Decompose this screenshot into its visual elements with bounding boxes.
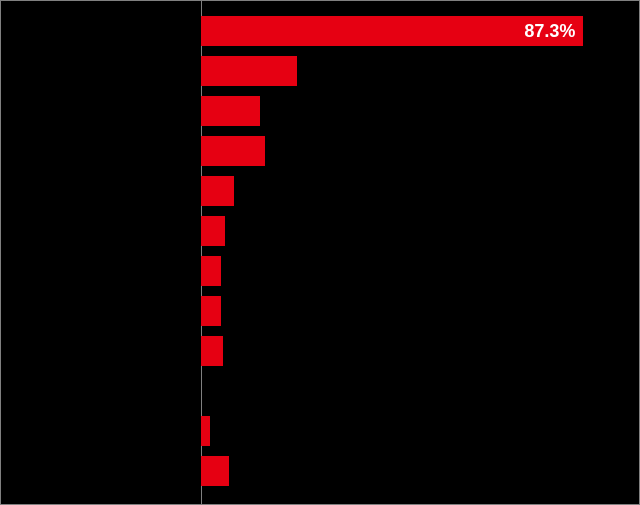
bar-cell — [201, 216, 639, 246]
bar-cell — [201, 136, 639, 166]
chart-row — [1, 136, 639, 166]
chart-row — [1, 456, 639, 486]
bar-cell — [201, 456, 639, 486]
bar-value-label: 87.3% — [524, 21, 583, 42]
chart-row — [1, 416, 639, 446]
chart-row — [1, 376, 639, 406]
chart-rows: 87.3% — [1, 16, 639, 486]
bar-cell — [201, 336, 639, 366]
bar: 87.3% — [201, 16, 583, 46]
chart-row — [1, 256, 639, 286]
bar — [201, 456, 229, 486]
bar — [201, 256, 221, 286]
bar — [201, 336, 223, 366]
bar — [201, 296, 221, 326]
bar — [201, 56, 297, 86]
bar-cell — [201, 376, 639, 406]
bar-cell — [201, 56, 639, 86]
bar — [201, 416, 210, 446]
bar — [201, 176, 234, 206]
horizontal-bar-chart: 87.3% — [0, 0, 640, 505]
chart-row — [1, 176, 639, 206]
bar-cell — [201, 256, 639, 286]
chart-row — [1, 296, 639, 326]
bar — [201, 216, 225, 246]
chart-row — [1, 216, 639, 246]
chart-row — [1, 56, 639, 86]
bar-cell — [201, 296, 639, 326]
bar — [201, 136, 265, 166]
chart-row: 87.3% — [1, 16, 639, 46]
bar-cell: 87.3% — [201, 16, 639, 46]
bar — [201, 96, 260, 126]
chart-row — [1, 96, 639, 126]
bar-cell — [201, 96, 639, 126]
chart-row — [1, 336, 639, 366]
bar-cell — [201, 176, 639, 206]
bar-cell — [201, 416, 639, 446]
